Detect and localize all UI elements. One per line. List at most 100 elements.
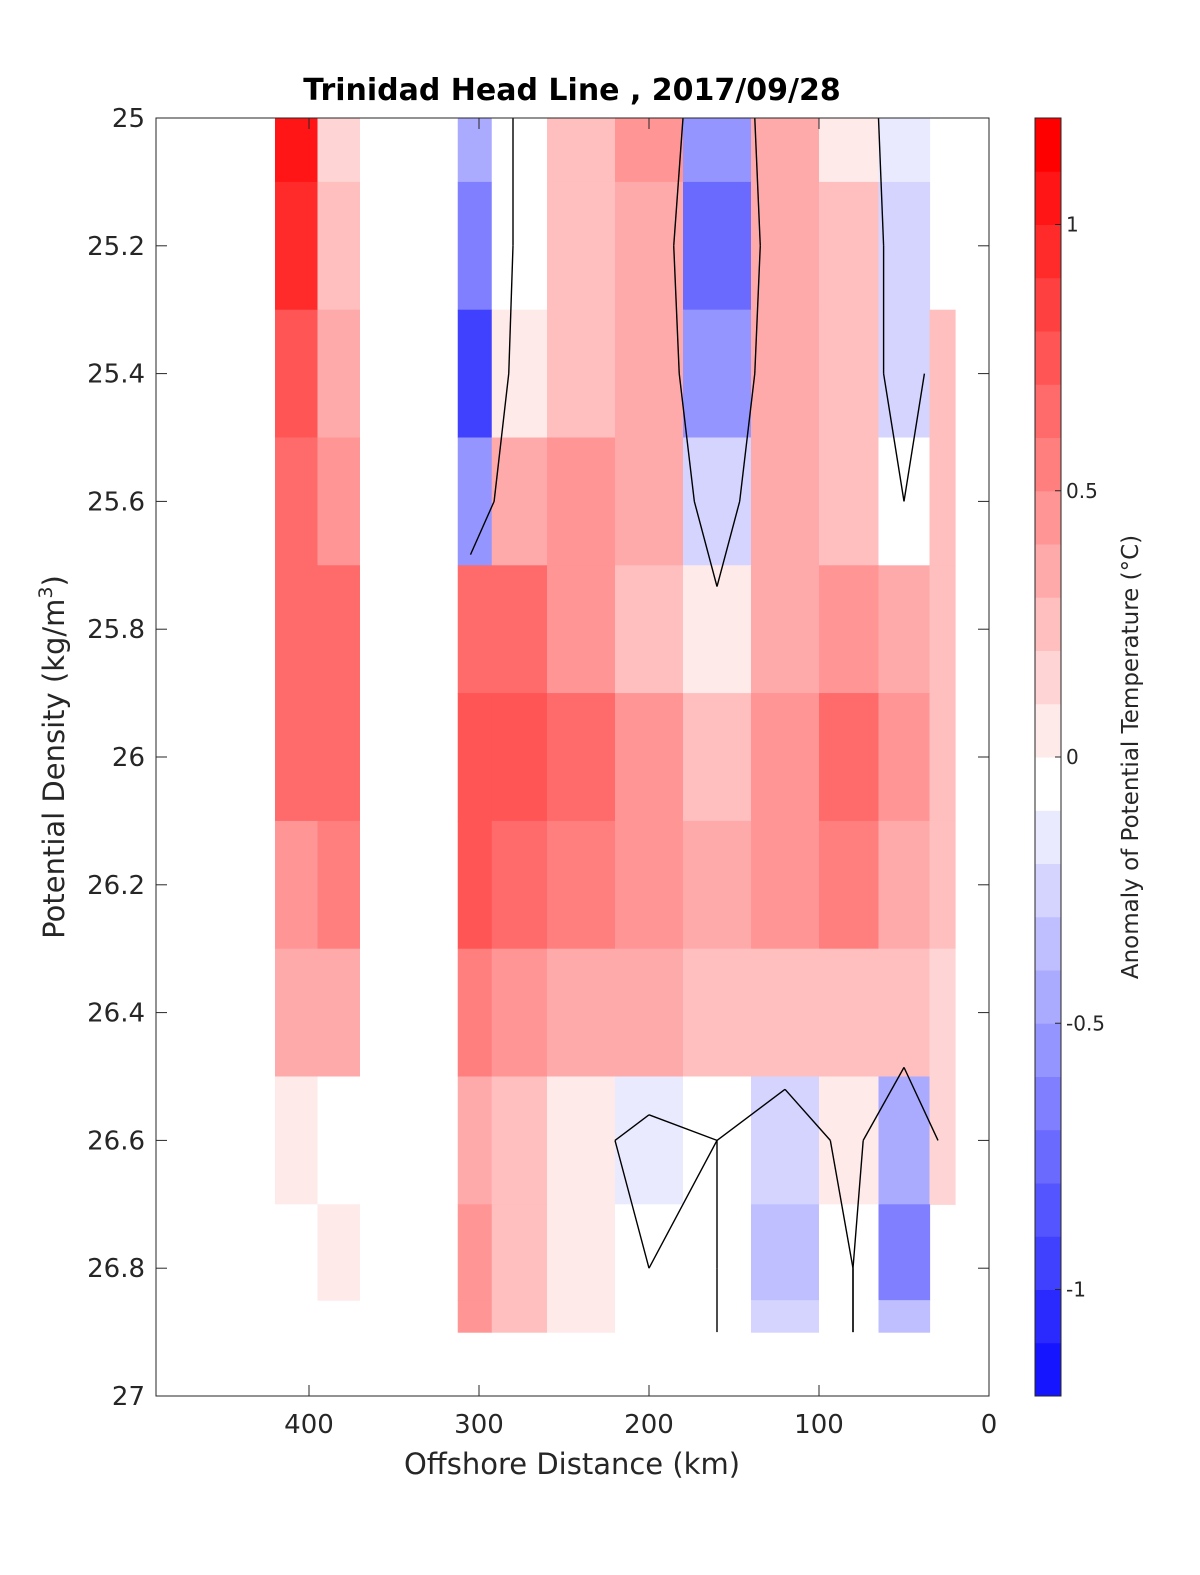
heatmap-cell [457,437,493,566]
heatmap-cell [491,437,548,566]
contour-segment [648,1114,718,1142]
x-tick-label: 0 [981,1410,998,1440]
colorbar-step [1035,703,1061,758]
colorbar-step [1035,118,1061,172]
colorbar-tick-label: -1 [1066,1278,1086,1302]
heatmap-cell [878,1300,931,1333]
heatmap-cell [683,309,752,439]
contour-segment [903,1067,939,1141]
heatmap-cell [819,1204,880,1301]
contour-segment [648,1140,718,1269]
x-axis-ticks: 400 300 200 100 0 [284,118,997,1440]
heatmap-cell [547,820,616,950]
contour-segment [877,118,885,246]
heatmap-cell [491,948,548,1078]
colorbar-steps [1034,117,1062,1397]
colorbar-step [1035,544,1061,598]
contour-segment [678,373,696,502]
colorbar-step [1035,757,1061,811]
contour-segment [614,1140,650,1269]
colorbar-step [1035,171,1061,225]
heatmap-cell [275,1300,319,1333]
contour-segment [882,373,905,502]
heatmap-cell [878,118,931,183]
colorbar-step [1035,650,1061,705]
heatmap-cell [819,948,880,1078]
heatmap-cell [751,948,820,1078]
colorbar-step [1035,1289,1061,1344]
heatmap-cell [819,309,880,439]
heatmap-cell [275,437,319,566]
heatmap-cell [878,1204,931,1301]
heatmap-cell [878,565,931,694]
heatmap-cell [819,693,880,822]
y-tick-label: 26.8 [87,1254,145,1284]
y-tick-label: 26.4 [87,999,145,1029]
colorbar-tick-label: 0 [1066,745,1079,769]
colorbar-step [1035,437,1061,492]
contour-segment [852,1140,864,1269]
heatmap-cell [547,309,616,439]
heatmap-cell [275,1204,319,1301]
zero-contours [469,118,939,1333]
heatmap-cell [751,820,820,950]
colorbar-step [1035,1023,1061,1077]
heatmap-cell [878,1076,931,1205]
heatmap-cell [683,820,752,950]
y-tick-label: 25 [112,104,145,134]
contour-segment [716,501,741,587]
heatmap-cell [491,1076,548,1205]
heatmap-cell [491,181,548,311]
colorbar-tick-label: -0.5 [1066,1011,1105,1035]
heatmap-cell [547,1076,616,1205]
colorbar-step [1035,384,1061,438]
y-tick-label: 26.6 [87,1126,145,1156]
contour-segment [469,501,495,555]
heatmap-cell [683,948,752,1078]
chart-title: Trinidad Head Line , 2017/09/28 [303,73,840,108]
heatmap-cell [751,693,820,822]
heatmap-cell [491,1204,548,1301]
heatmap-cell [547,1300,616,1333]
heatmap-cell [819,1300,880,1333]
heatmap-cell [683,693,752,822]
colorbar-step [1035,331,1061,385]
heatmap-cell [275,820,319,950]
heatmap-cell [547,181,616,311]
x-tick-label: 400 [284,1410,334,1440]
y-axis-title-main: Potential Density (kg/m [37,599,71,939]
heatmap-cell [491,565,548,694]
colorbar-tick-label: 1 [1066,213,1079,237]
contour-segment [614,1114,650,1141]
heatmap-cells [275,118,956,1396]
x-tick-label: 200 [624,1410,674,1440]
heatmap-cell [547,118,616,183]
heatmap-cell [491,820,548,950]
colorbar-step [1035,863,1061,918]
heatmap-cell [457,693,493,822]
heatmap-cell [547,437,616,566]
colorbar-step [1035,490,1061,545]
heatmap-cell [878,437,931,566]
x-tick-label: 100 [794,1410,844,1440]
y-tick-label: 26.2 [87,871,145,901]
heatmap-cell [457,948,493,1078]
colorbar-step [1035,597,1061,651]
colorbar-step [1035,970,1061,1024]
heatmap-cell [491,1300,548,1333]
heatmap-cell [615,820,684,950]
colorbar-ticks: 1 0.5 0 -0.5 -1 [1055,213,1105,1302]
heatmap-cell [615,181,684,311]
heatmap-cell [929,1076,956,1205]
colorbar-step [1035,1342,1061,1397]
heatmap-cell [491,309,548,439]
contour-segment [738,373,756,502]
heatmap-cell [615,948,684,1078]
heatmap-cell [457,1076,493,1205]
heatmap-cell [819,565,880,694]
heatmap-cell [275,565,319,694]
heatmap-cell [929,309,956,439]
heatmap-cell [547,693,616,822]
heatmap-cell [457,1300,493,1333]
